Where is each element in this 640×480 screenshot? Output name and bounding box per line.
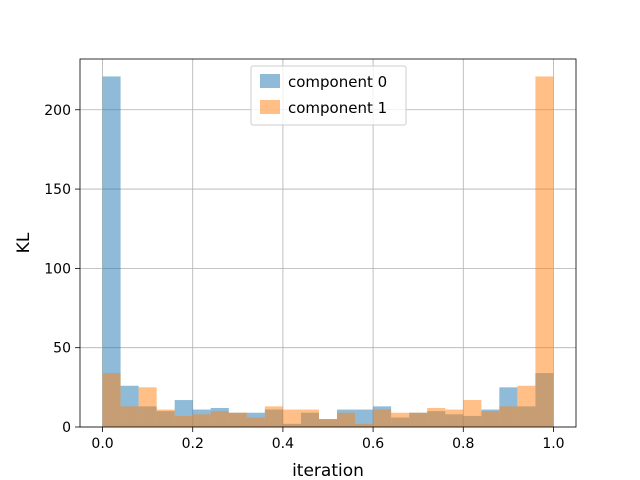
bar-series-1-bin-4 bbox=[174, 415, 193, 427]
bar-series-1-bin-21 bbox=[481, 411, 500, 427]
bar-series-1-bin-11 bbox=[300, 409, 319, 427]
bar-series-1-bin-22 bbox=[499, 406, 518, 427]
y-tick-label: 0 bbox=[62, 420, 71, 436]
bar-series-1-bin-2 bbox=[138, 387, 157, 427]
axis-ticks: 0.0 0.2 0.4 0.6 0.8 1.0 0 50 100 150 200 bbox=[44, 103, 564, 452]
bar-series-1-bin-1 bbox=[120, 406, 139, 427]
bar-series-1-bin-0 bbox=[102, 373, 121, 427]
legend-swatch-component-0 bbox=[260, 74, 280, 88]
bars bbox=[102, 76, 554, 427]
legend: component 0 component 1 bbox=[250, 65, 407, 126]
y-tick-label: 150 bbox=[44, 182, 71, 198]
legend-label-component-0: component 0 bbox=[288, 73, 387, 91]
x-axis-label: iteration bbox=[292, 461, 364, 480]
bar-series-1-bin-10 bbox=[282, 409, 301, 427]
bar-series-1-bin-7 bbox=[228, 412, 247, 427]
bar-series-1-bin-17 bbox=[409, 412, 428, 427]
x-tick-label: 0.0 bbox=[91, 436, 113, 452]
bar-series-1-bin-8 bbox=[246, 417, 265, 427]
x-tick-label: 1.0 bbox=[542, 436, 564, 452]
y-axis-label: KL bbox=[14, 232, 34, 253]
y-tick-label: 200 bbox=[44, 103, 71, 119]
bar-series-0-bin-0 bbox=[102, 76, 121, 427]
plot-frame bbox=[79, 58, 577, 428]
y-tick-label: 50 bbox=[53, 341, 71, 357]
bar-series-1-bin-20 bbox=[463, 400, 482, 427]
legend-swatch-component-1 bbox=[260, 100, 280, 114]
bar-series-1-bin-18 bbox=[427, 407, 446, 427]
bar-series-1-bin-6 bbox=[210, 411, 229, 427]
bar-series-1-bin-14 bbox=[355, 423, 374, 427]
bar-series-1-bin-24 bbox=[535, 76, 554, 427]
bar-series-1-bin-19 bbox=[445, 409, 464, 427]
bar-series-1-bin-12 bbox=[318, 419, 338, 427]
bar-series-1-bin-5 bbox=[192, 414, 211, 427]
y-tick-label: 100 bbox=[44, 261, 71, 277]
legend-box bbox=[250, 65, 407, 126]
bar-series-0-bin-14 bbox=[355, 409, 374, 427]
bar-series-1-bin-15 bbox=[373, 409, 392, 427]
x-tick-label: 0.2 bbox=[182, 436, 204, 452]
x-tick-label: 0.4 bbox=[272, 436, 294, 452]
x-tick-label: 0.8 bbox=[452, 436, 474, 452]
bar-series-1-bin-3 bbox=[156, 409, 175, 427]
bar-series-1-bin-13 bbox=[337, 412, 356, 427]
bar-series-1-bin-9 bbox=[264, 406, 283, 427]
bar-series-1-bin-23 bbox=[517, 385, 536, 427]
bar-series-1-bin-16 bbox=[391, 412, 410, 427]
x-tick-label: 0.6 bbox=[362, 436, 384, 452]
legend-label-component-1: component 1 bbox=[288, 99, 387, 117]
